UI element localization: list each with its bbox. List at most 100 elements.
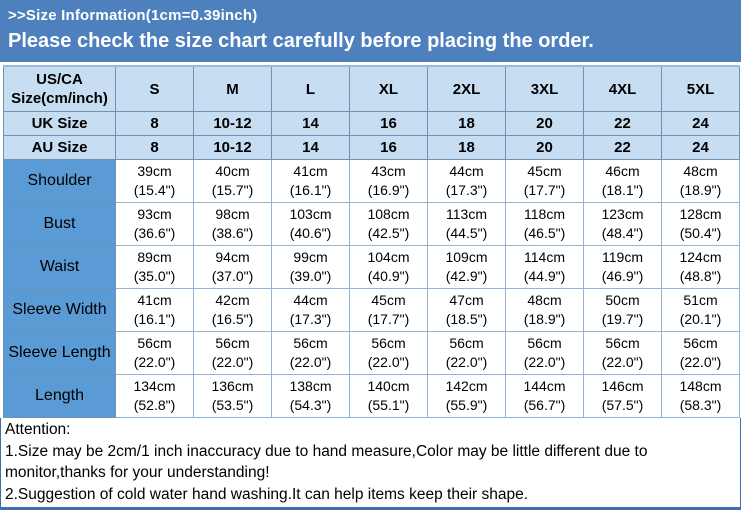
value-cm: 148cm (679, 378, 722, 394)
region-value: 18 (427, 111, 506, 136)
size-column-header: 3XL (505, 65, 584, 112)
measurement-value-cell: 140cm (55.1") (349, 374, 428, 418)
region-value: 16 (349, 135, 428, 160)
measurement-value-cell: 40cm (15.7") (193, 159, 272, 203)
region-row: UK Size 8 10-12 14 16 18 20 22 24 (3, 111, 740, 136)
value-inch: (50.4") (679, 225, 722, 241)
region-label: UK Size (3, 111, 116, 136)
measurement-value-cell: 103cm (40.6") (271, 202, 350, 246)
measurement-row: Shoulder 39cm (15.4") 40cm (15.7") 41cm (16.1"… (3, 159, 740, 203)
corner-header: US/CA Size(cm/inch) (3, 65, 116, 112)
size-column-header: S (115, 65, 194, 112)
value-inch: (44.5") (445, 225, 488, 241)
value-inch: (56.7") (523, 397, 566, 413)
measurement-value-cell: 56cm (22.0") (583, 331, 662, 375)
value-cm: 94cm (215, 249, 250, 265)
value-inch: (17.7") (523, 182, 566, 198)
value-cm: 140cm (367, 378, 410, 394)
measurement-value-cell: 123cm (48.4") (583, 202, 662, 246)
value-inch: (58.3") (679, 397, 722, 413)
region-value: 20 (505, 111, 584, 136)
value-inch: (35.0") (133, 268, 176, 284)
measurement-value-cell: 99cm (39.0") (271, 245, 350, 289)
value-inch: (37.0") (211, 268, 254, 284)
region-row: AU Size 8 10-12 14 16 18 20 22 24 (3, 135, 740, 160)
value-cm: 109cm (445, 249, 488, 265)
value-inch: (17.3") (289, 311, 332, 327)
region-value: 10-12 (193, 135, 272, 160)
size-column-header: 5XL (661, 65, 740, 112)
value-inch: (22.0") (367, 354, 410, 370)
size-info-banner: >>Size Information(1cm=0.39inch) Please … (0, 0, 741, 62)
value-inch: (15.7") (211, 182, 254, 198)
region-value: 22 (583, 111, 662, 136)
value-cm: 56cm (605, 335, 640, 351)
measurement-value-cell: 113cm (44.5") (427, 202, 506, 246)
region-value: 20 (505, 135, 584, 160)
measurement-value-cell: 114cm (44.9") (505, 245, 584, 289)
measurement-label: Shoulder (3, 159, 116, 203)
measurement-value-cell: 89cm (35.0") (115, 245, 194, 289)
value-cm: 50cm (605, 292, 640, 308)
value-inch: (18.5") (445, 311, 488, 327)
region-value: 8 (115, 135, 194, 160)
region-value: 22 (583, 135, 662, 160)
value-inch: (57.5") (601, 397, 644, 413)
value-cm: 56cm (137, 335, 172, 351)
measurement-value-cell: 44cm (17.3") (427, 159, 506, 203)
value-inch: (48.4") (601, 225, 644, 241)
measurement-label: Sleeve Width (3, 288, 116, 332)
value-inch: (42.9") (445, 268, 488, 284)
value-cm: 108cm (367, 206, 410, 222)
value-inch: (22.0") (289, 354, 332, 370)
value-cm: 144cm (523, 378, 566, 394)
attention-note: 1.Size may be 2cm/1 inch inaccuracy due … (5, 442, 648, 482)
measurement-value-cell: 45cm (17.7") (505, 159, 584, 203)
value-inch: (20.1") (679, 311, 722, 327)
measurement-value-cell: 51cm (20.1") (661, 288, 740, 332)
value-inch: (44.9") (523, 268, 566, 284)
value-cm: 99cm (293, 249, 328, 265)
measurement-value-cell: 56cm (22.0") (115, 331, 194, 375)
value-inch: (38.6") (211, 225, 254, 241)
value-cm: 118cm (524, 206, 565, 222)
value-inch: (15.4") (133, 182, 176, 198)
measurement-label: Bust (3, 202, 116, 246)
value-cm: 142cm (445, 378, 488, 394)
measurement-row: Waist 89cm (35.0") 94cm (37.0") 99cm (39.0") 10… (3, 245, 740, 289)
measurement-value-cell: 118cm (46.5") (505, 202, 584, 246)
value-inch: (22.0") (601, 354, 644, 370)
value-cm: 42cm (215, 292, 250, 308)
value-cm: 45cm (371, 292, 406, 308)
measurement-value-cell: 56cm (22.0") (661, 331, 740, 375)
value-cm: 56cm (527, 335, 562, 351)
measurement-label: Waist (3, 245, 116, 289)
value-inch: (40.6") (289, 225, 332, 241)
value-cm: 48cm (683, 163, 718, 179)
attention-title: Attention: (5, 421, 71, 438)
size-chart-warning: Please check the size chart carefully be… (8, 30, 594, 52)
measurement-value-cell: 109cm (42.9") (427, 245, 506, 289)
size-column-header: XL (349, 65, 428, 112)
value-cm: 113cm (446, 206, 487, 222)
measurement-value-cell: 138cm (54.3") (271, 374, 350, 418)
value-cm: 43cm (371, 163, 406, 179)
size-column-header: 4XL (583, 65, 662, 112)
measurement-value-cell: 128cm (50.4") (661, 202, 740, 246)
value-cm: 119cm (602, 249, 643, 265)
measurement-value-cell: 119cm (46.9") (583, 245, 662, 289)
region-value: 10-12 (193, 111, 272, 136)
value-cm: 114cm (524, 249, 565, 265)
measurement-row: Bust 93cm (36.6") 98cm (38.6") 103cm (40.6") 10… (3, 202, 740, 246)
measurement-value-cell: 136cm (53.5") (193, 374, 272, 418)
value-cm: 40cm (215, 163, 250, 179)
value-cm: 138cm (289, 378, 332, 394)
value-cm: 44cm (293, 292, 328, 308)
measurement-value-cell: 41cm (16.1") (271, 159, 350, 203)
region-value: 14 (271, 135, 350, 160)
size-column-header: L (271, 65, 350, 112)
value-cm: 134cm (133, 378, 176, 394)
measurement-value-cell: 124cm (48.8") (661, 245, 740, 289)
attention-section: Attention: 1.Size may be 2cm/1 inch inac… (0, 418, 741, 510)
size-info-title: >>Size Information(1cm=0.39inch) (8, 7, 258, 24)
